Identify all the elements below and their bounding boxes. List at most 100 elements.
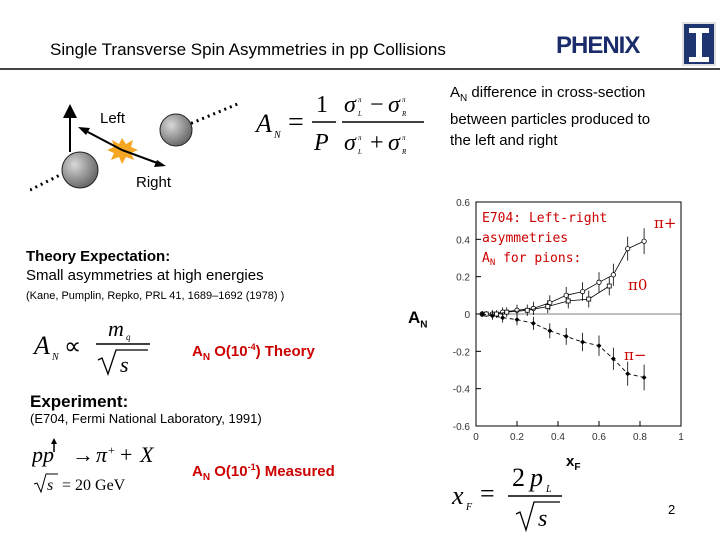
x-tick-label: 0.6 [592, 432, 606, 443]
polarized-proton [61, 151, 99, 189]
svg-text:s: s [538, 506, 547, 532]
y-tick-label: -0.4 [453, 385, 471, 396]
reaction-formula: pp → π + + X s = 20 GeV [32, 438, 155, 494]
incoming-beam-path [179, 101, 241, 130]
data-point [504, 309, 510, 315]
right-label: Right [136, 174, 172, 191]
svg-text:π: π [402, 96, 406, 104]
svg-text:L: L [545, 484, 552, 495]
theory-result: AN O(10-4) Theory [192, 342, 315, 363]
data-point [524, 307, 530, 313]
data-point [500, 315, 506, 321]
data-point [610, 272, 616, 278]
x-tick-label: 0.8 [633, 432, 647, 443]
svg-text:m: m [108, 316, 124, 341]
data-point [483, 311, 489, 317]
chart-annotation-line2: asymmetries [482, 231, 568, 246]
data-point [563, 292, 569, 298]
y-tick-label: 0.2 [456, 273, 470, 284]
theory-text: Small asymmetries at high energies [26, 267, 264, 284]
data-point [641, 238, 647, 244]
svg-text:−: − [370, 92, 384, 118]
svg-text:pp: pp [32, 442, 54, 467]
data-point [625, 371, 631, 377]
spin-arrowhead [63, 104, 77, 118]
svg-text:X: X [139, 442, 155, 467]
data-point [606, 283, 612, 289]
definition-note: AN difference in cross-section between p… [450, 84, 651, 149]
right-particle-track [121, 149, 161, 165]
svg-text:R: R [401, 148, 407, 156]
svg-text:q: q [126, 332, 131, 342]
data-point [545, 304, 551, 309]
svg-text:+: + [120, 442, 132, 467]
theory-heading: Theory Expectation: [26, 248, 171, 265]
target-proton [159, 113, 193, 147]
data-point [514, 307, 520, 313]
svg-text:π: π [358, 134, 362, 142]
svg-text:σ: σ [388, 92, 401, 118]
svg-text:+: + [108, 443, 115, 457]
experiment-result: AN O(10-1) Measured [192, 462, 335, 483]
data-point [586, 296, 592, 302]
svg-text:+: + [370, 130, 384, 156]
svg-text:σ: σ [344, 92, 357, 118]
data-point [563, 333, 569, 339]
data-point [489, 313, 495, 319]
svg-text:R: R [401, 110, 407, 118]
legend-pi-zero: π0 [628, 276, 647, 294]
svg-text:σ: σ [344, 130, 357, 156]
legend-pi-minus: π− [624, 346, 646, 364]
svg-text:π: π [402, 134, 406, 142]
svg-text:N: N [273, 130, 282, 141]
chart-annotation-line3: AN for pions: [482, 251, 581, 268]
y-axis-label: AN [408, 308, 428, 331]
data-point [596, 279, 602, 285]
data-point [530, 305, 537, 312]
data-point [596, 343, 602, 349]
y-tick-label: -0.2 [453, 347, 471, 358]
data-point [580, 339, 586, 345]
x-tick-label: 0.4 [551, 432, 565, 443]
data-point [580, 289, 586, 295]
svg-text:x: x [451, 481, 464, 510]
y-tick-label: 0.6 [456, 198, 470, 209]
svg-text:A: A [254, 109, 272, 138]
data-point [610, 356, 616, 362]
e704-chart: -0.6 -0.4 -0.2 0 0.2 0.4 0.6 0 0.2 0.4 0.6 0.8 1 E704… [453, 198, 684, 443]
legend-pi-plus: π+ [654, 214, 676, 232]
svg-text:A: A [32, 331, 50, 360]
data-point [625, 246, 631, 252]
svg-text:L: L [357, 148, 362, 156]
x-axis-label: xF [566, 453, 581, 473]
y-tick-label: 0.4 [456, 235, 470, 246]
left-particle-track [83, 129, 123, 151]
svg-text:σ: σ [388, 130, 401, 156]
svg-text:= 20 GeV: = 20 GeV [62, 477, 126, 494]
data-point [494, 311, 499, 317]
data-point [565, 298, 571, 304]
svg-text:∝: ∝ [64, 334, 81, 360]
svg-text:L: L [357, 110, 362, 118]
illinois-logo [682, 22, 716, 66]
logos: PHENIX [556, 22, 716, 68]
y-tick-label: -0.6 [453, 422, 471, 433]
page-number: 2 [668, 502, 676, 517]
data-point [547, 328, 553, 334]
svg-text:→: → [72, 442, 94, 467]
svg-text:1: 1 [316, 92, 328, 118]
title-divider [0, 68, 720, 70]
svg-text:s: s [120, 352, 129, 377]
chart-annotation-line1: E704: Left-right [482, 211, 607, 226]
scattering-diagram [30, 101, 241, 192]
x-tick-label: 1 [678, 432, 684, 443]
svg-text:2: 2 [512, 463, 525, 492]
svg-text:N: N [51, 352, 60, 363]
svg-text:F: F [465, 502, 473, 513]
svg-text:=: = [288, 107, 304, 138]
svg-text:s: s [47, 477, 53, 494]
data-point [514, 317, 520, 323]
slide-title: Single Transverse Spin Asymmetries in pp… [50, 40, 446, 59]
